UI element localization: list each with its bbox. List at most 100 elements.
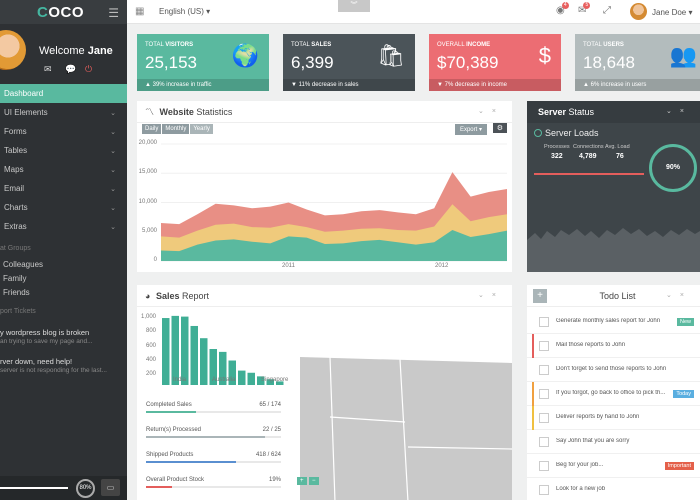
- bag-icon: 🛍: [377, 43, 405, 68]
- sales-map[interactable]: [300, 357, 512, 500]
- x-tick-label: 2012: [435, 263, 449, 269]
- notification-icon[interactable]: ◉ 4: [556, 2, 569, 16]
- profile-block: Welcome Jane ✉ 💬 ⏻: [0, 24, 127, 84]
- tickets-list: y wordpress blog is broken an trying to s…: [0, 328, 127, 378]
- stat-card[interactable]: Total Visitors 25,153 🌍 ▲ 39% increase in t…: [137, 34, 269, 91]
- bar[interactable]: [228, 360, 237, 385]
- export-dropdown[interactable]: Export ▾: [454, 124, 487, 135]
- stat-card[interactable]: Total Users 18,648 👥 ▲ 6% increase in users: [575, 34, 700, 91]
- todo-checkbox[interactable]: [539, 461, 549, 471]
- stat-title: Total Visitors: [145, 42, 193, 48]
- todo-item[interactable]: Don't forget to send those reports to Jo…: [527, 358, 700, 382]
- ticket-item[interactable]: y wordpress blog is broken an trying to s…: [0, 328, 127, 349]
- avatar[interactable]: [0, 30, 26, 70]
- user-avatar[interactable]: [630, 3, 647, 20]
- bar[interactable]: [190, 325, 199, 385]
- mail-icon[interactable]: ✉: [44, 64, 52, 74]
- chat-icon[interactable]: 💬: [65, 64, 77, 74]
- todo-item[interactable]: Say John that you are sorry: [527, 430, 700, 454]
- inbox-icon[interactable]: ▭: [101, 479, 120, 496]
- bar[interactable]: [247, 372, 256, 385]
- todo-checkbox[interactable]: [539, 317, 549, 327]
- topbar-toggle-button[interactable]: ︾: [338, 0, 370, 12]
- bar[interactable]: [181, 316, 189, 385]
- chevron-down-icon: ⌄: [110, 128, 116, 136]
- user-menu[interactable]: Jane Doe ▾: [652, 8, 693, 17]
- connections-value: 4,789: [579, 153, 597, 160]
- bar[interactable]: [219, 351, 227, 385]
- bar[interactable]: [238, 370, 246, 385]
- users-icon: 👥: [669, 43, 697, 68]
- panel-controls[interactable]: ⌄×: [478, 108, 504, 115]
- hamburger-menu-icon[interactable]: ☰: [108, 6, 119, 20]
- todo-checkbox[interactable]: [539, 341, 549, 351]
- bar[interactable]: [257, 376, 265, 385]
- todo-item[interactable]: Look for a new job: [527, 478, 700, 500]
- monthly-button[interactable]: Monthly: [162, 124, 190, 134]
- stat-title: Overall Income: [437, 42, 490, 48]
- todo-checkbox[interactable]: [539, 437, 549, 447]
- todo-title: Todo List: [599, 290, 636, 301]
- group-item[interactable]: Colleagues: [3, 259, 44, 269]
- map-zoom-out-button[interactable]: −: [309, 477, 319, 485]
- envelope-icon[interactable]: ✉ 5: [578, 2, 591, 16]
- bar[interactable]: [209, 349, 218, 385]
- todo-item[interactable]: If you forgot, go back to office to pick…: [527, 382, 700, 406]
- todo-checkbox[interactable]: [539, 413, 549, 423]
- ticket-item[interactable]: rver down, need help! server is not respo…: [0, 357, 127, 378]
- bar[interactable]: [171, 315, 180, 385]
- server-load-graph: [527, 228, 700, 272]
- panel-controls[interactable]: ⌄×: [478, 292, 504, 299]
- ticket-subtitle: server is not responding for the last...: [0, 367, 107, 374]
- sidebar-item-email[interactable]: Email ⌄: [0, 179, 127, 198]
- add-todo-button[interactable]: +: [533, 289, 547, 303]
- yearly-button[interactable]: Yearly: [190, 124, 213, 134]
- sidebar-item-extras[interactable]: Extras ⌄: [0, 217, 127, 236]
- language-select[interactable]: English (US) ▾: [159, 7, 211, 16]
- chevron-down-icon: ⌄: [110, 185, 116, 193]
- sidebar-item-charts[interactable]: Charts ⌄: [0, 198, 127, 217]
- todo-item[interactable]: Mail those reports to John: [527, 334, 700, 358]
- stat-card[interactable]: Total Sales 6,399 🛍 ▼ 11% decrease in sales: [283, 34, 415, 91]
- todo-item[interactable]: Beg for your job... Important: [527, 454, 700, 478]
- panel-controls[interactable]: ⌄×: [666, 108, 692, 115]
- bar[interactable]: [266, 379, 275, 385]
- sidebar-item-forms[interactable]: Forms ⌄: [0, 122, 127, 141]
- grid-icon[interactable]: ▦: [135, 6, 145, 17]
- progress-label-row: Overall Product Stock 19%: [146, 477, 281, 483]
- bar[interactable]: [276, 381, 284, 385]
- y-tick-label: 600: [145, 342, 156, 349]
- sidebar-item-ui-elements[interactable]: UI Elements ⌄: [0, 103, 127, 122]
- expand-icon[interactable]: ⤢: [603, 5, 611, 16]
- stat-card[interactable]: Overall Income $70,389 $ ▼ 7% decrease in i…: [429, 34, 561, 91]
- logo[interactable]: COCO: [37, 3, 85, 21]
- group-item[interactable]: Friends: [3, 287, 30, 297]
- stat-footer-text: 6% increase in users: [590, 82, 647, 88]
- group-item[interactable]: Family: [3, 273, 27, 283]
- bar[interactable]: [200, 338, 208, 385]
- processes-value: 322: [551, 153, 563, 160]
- y-tick-label: 5,000: [141, 227, 157, 234]
- sidebar-item-label: Email: [4, 184, 25, 193]
- power-icon[interactable]: ⏻: [85, 64, 93, 74]
- sidebar-item-maps[interactable]: Maps ⌄: [0, 160, 127, 179]
- progress-fill: [146, 486, 172, 488]
- gear-icon[interactable]: ⚙: [492, 123, 507, 133]
- todo-checkbox[interactable]: [539, 365, 549, 375]
- bar[interactable]: [162, 318, 170, 385]
- y-tick-label: 0: [153, 257, 157, 263]
- sidebar-item-dashboard[interactable]: Dashboard: [0, 84, 127, 103]
- todo-item[interactable]: Deliver reports by hand to John: [527, 406, 700, 430]
- panel-controls[interactable]: ⌄×: [666, 292, 692, 299]
- progress-label-row: Return(s) Processed 22 / 25: [146, 427, 281, 433]
- sidebar-footer: 80% ▭: [0, 476, 127, 500]
- stat-title-b: Sales: [311, 42, 332, 48]
- map-zoom-in-button[interactable]: +: [297, 477, 307, 485]
- todo-checkbox[interactable]: [539, 485, 549, 495]
- todo-item[interactable]: Generate monthly sales report for John Ne…: [527, 310, 700, 334]
- todo-checkbox[interactable]: [539, 389, 549, 399]
- daily-button[interactable]: Daily: [142, 124, 162, 134]
- stat-title-a: Total: [291, 42, 310, 48]
- todo-text: Don't forget to send those reports to Jo…: [556, 366, 667, 372]
- sidebar-item-tables[interactable]: Tables ⌄: [0, 141, 127, 160]
